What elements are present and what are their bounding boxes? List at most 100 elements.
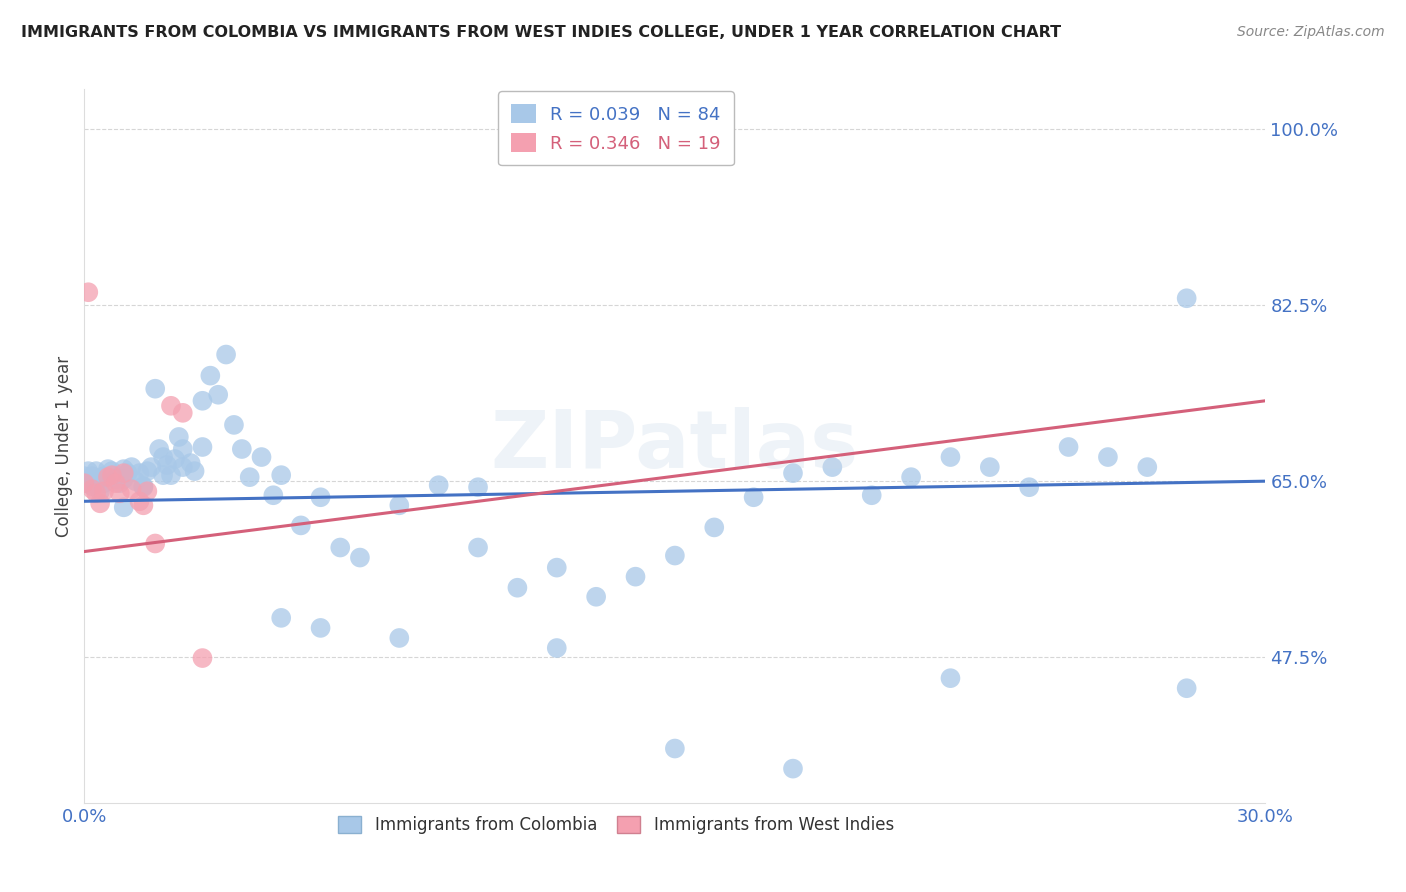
Point <box>860 488 883 502</box>
Point <box>121 482 143 496</box>
Point <box>136 484 159 499</box>
Point <box>329 541 352 555</box>
Point <box>821 460 844 475</box>
Point <box>270 611 292 625</box>
Point <box>207 388 229 402</box>
Point <box>143 536 166 550</box>
Point <box>152 468 174 483</box>
Point <box>156 458 179 472</box>
Point <box>239 470 262 484</box>
Point <box>191 651 214 665</box>
Point <box>132 498 155 512</box>
Point <box>77 464 100 478</box>
Point <box>73 476 96 491</box>
Point <box>191 393 214 408</box>
Point <box>84 476 107 491</box>
Point <box>112 466 135 480</box>
Point <box>200 368 222 383</box>
Point <box>97 470 120 484</box>
Point <box>180 456 202 470</box>
Point <box>215 347 238 361</box>
Point <box>309 621 332 635</box>
Point <box>152 450 174 464</box>
Point <box>388 631 411 645</box>
Point <box>1175 681 1198 696</box>
Point <box>112 462 135 476</box>
Text: IMMIGRANTS FROM COLOMBIA VS IMMIGRANTS FROM WEST INDIES COLLEGE, UNDER 1 YEAR CO: IMMIGRANTS FROM COLOMBIA VS IMMIGRANTS F… <box>21 25 1062 40</box>
Text: Source: ZipAtlas.com: Source: ZipAtlas.com <box>1237 25 1385 39</box>
Point <box>349 550 371 565</box>
Point <box>160 399 183 413</box>
Point <box>270 468 292 483</box>
Point <box>467 480 489 494</box>
Point <box>703 520 725 534</box>
Point <box>782 762 804 776</box>
Point <box>128 494 150 508</box>
Point <box>624 569 647 583</box>
Point <box>89 496 111 510</box>
Point <box>82 469 104 483</box>
Point <box>136 464 159 478</box>
Point <box>506 581 529 595</box>
Point <box>112 472 135 486</box>
Point <box>117 466 139 480</box>
Text: ZIPatlas: ZIPatlas <box>491 407 859 485</box>
Point <box>82 482 104 496</box>
Point <box>172 460 194 475</box>
Point <box>900 470 922 484</box>
Point <box>231 442 253 456</box>
Point <box>121 460 143 475</box>
Point <box>104 472 127 486</box>
Point <box>73 476 96 491</box>
Point <box>93 484 115 499</box>
Point <box>89 484 111 499</box>
Point <box>97 462 120 476</box>
Point <box>1175 291 1198 305</box>
Point <box>222 417 245 432</box>
Point <box>939 671 962 685</box>
Point <box>467 541 489 555</box>
Legend: Immigrants from Colombia, Immigrants from West Indies: Immigrants from Colombia, Immigrants fro… <box>328 806 904 845</box>
Point <box>104 476 127 491</box>
Point <box>742 490 765 504</box>
Point <box>782 466 804 480</box>
Point <box>101 464 124 478</box>
Point <box>73 469 96 483</box>
Point <box>112 500 135 515</box>
Point <box>124 474 146 488</box>
Point <box>546 640 568 655</box>
Point <box>1057 440 1080 454</box>
Point <box>1097 450 1119 464</box>
Point <box>163 452 186 467</box>
Y-axis label: College, Under 1 year: College, Under 1 year <box>55 355 73 537</box>
Point <box>1136 460 1159 475</box>
Point <box>132 480 155 494</box>
Point <box>262 488 284 502</box>
Point <box>172 442 194 456</box>
Point <box>89 474 111 488</box>
Point <box>84 464 107 478</box>
Point <box>128 466 150 480</box>
Point <box>939 450 962 464</box>
Point <box>1018 480 1040 494</box>
Point <box>172 406 194 420</box>
Point <box>132 479 155 493</box>
Point <box>585 590 607 604</box>
Point <box>77 474 100 488</box>
Point <box>93 476 115 491</box>
Point <box>148 442 170 456</box>
Point <box>143 382 166 396</box>
Point <box>183 464 205 478</box>
Point <box>108 486 131 500</box>
Point <box>664 549 686 563</box>
Point <box>93 469 115 483</box>
Point <box>191 440 214 454</box>
Point <box>84 486 107 500</box>
Point <box>388 498 411 512</box>
Point <box>979 460 1001 475</box>
Point <box>546 560 568 574</box>
Point <box>309 490 332 504</box>
Point <box>167 430 190 444</box>
Point <box>290 518 312 533</box>
Point <box>160 468 183 483</box>
